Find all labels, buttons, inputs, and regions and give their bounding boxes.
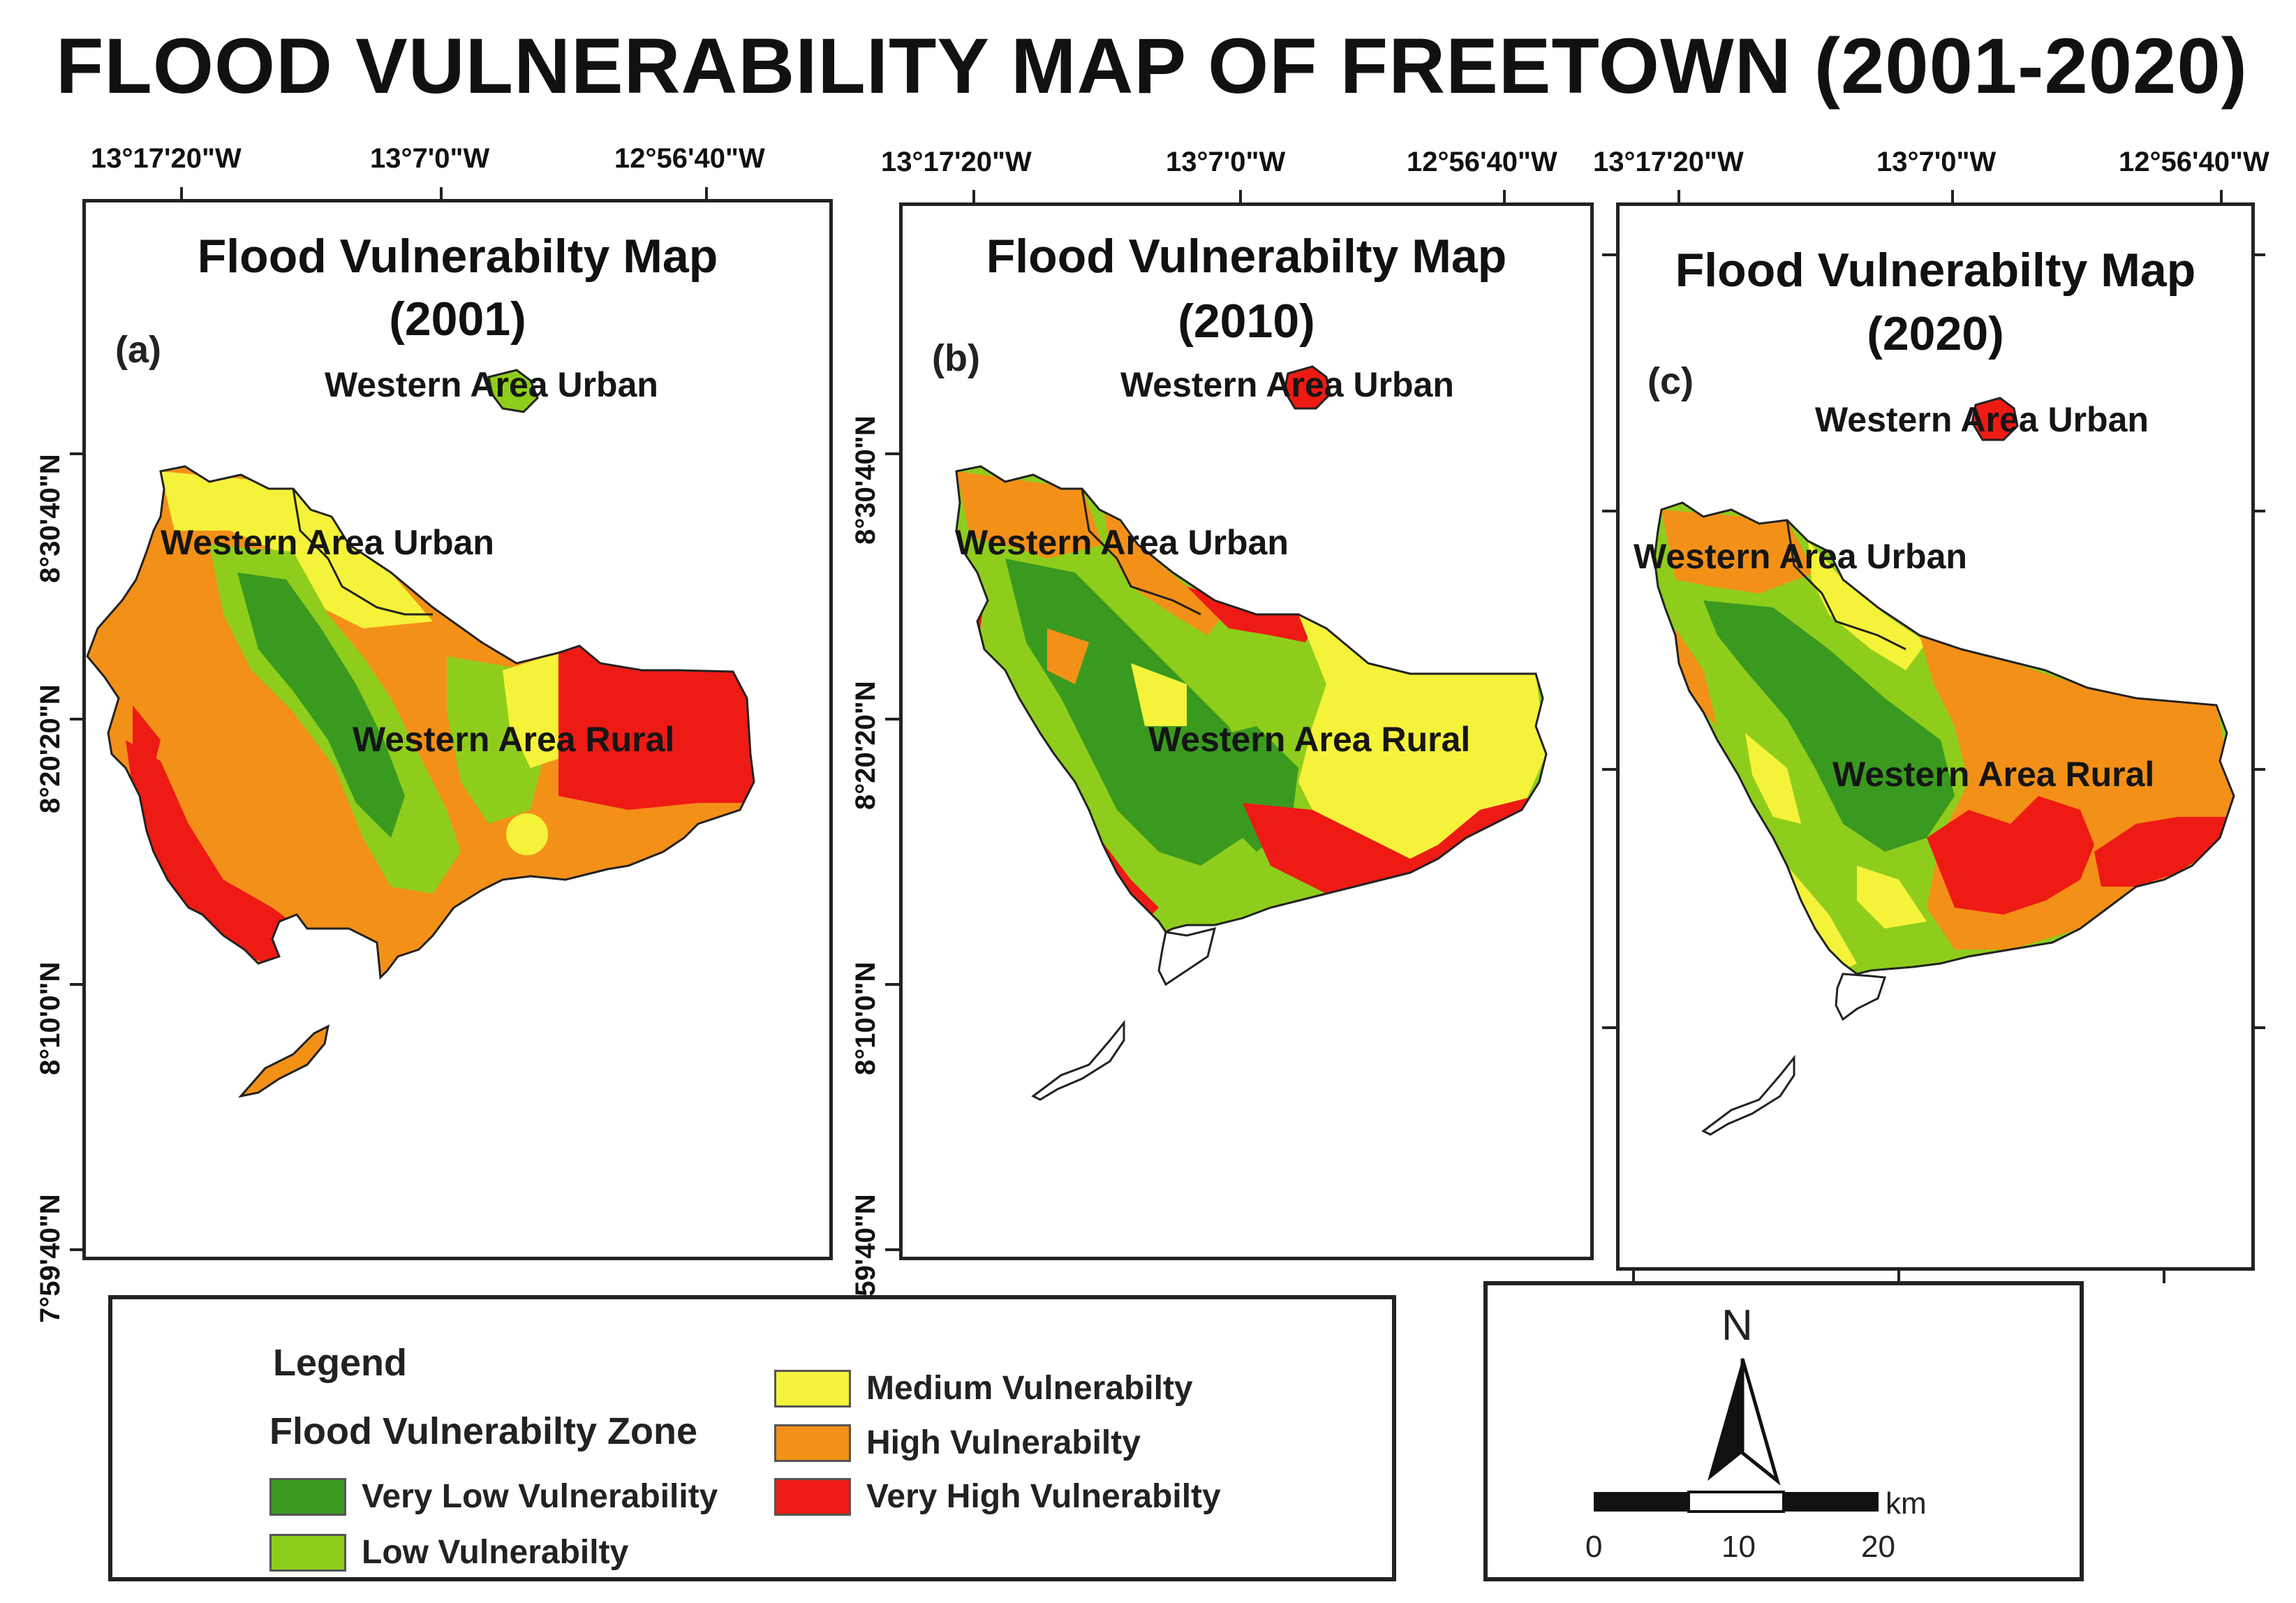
region-label-urban-top: Western Area Urban	[1120, 365, 1454, 404]
lat-tick	[2251, 1026, 2265, 1029]
legend-item-label: Medium Vulnerabilty	[866, 1370, 1193, 1407]
lat-tick	[1602, 253, 1616, 256]
lat-tick	[885, 452, 899, 455]
lon-label-center: 13°7'0"W	[1166, 147, 1286, 177]
legend-swatch	[774, 1369, 851, 1408]
lon-label-east: 12°56'40"W	[1407, 147, 1557, 177]
lat-tick	[885, 1248, 899, 1251]
lat-tick	[885, 983, 899, 986]
lon-label-west: 13°17'20"W	[1593, 147, 1744, 177]
lat-tick	[70, 718, 85, 721]
legend-item-label: Low Vulnerabilty	[362, 1534, 629, 1571]
lon-tick	[1677, 190, 1680, 204]
legend-item-label: Very High Vulnerabilty	[866, 1478, 1221, 1515]
lon-label-west: 13°17'20"W	[91, 143, 242, 174]
page-title: FLOOD VULNERABILITY MAP OF FREETOWN (200…	[56, 22, 2248, 110]
lon-tick	[1951, 190, 1954, 204]
legend-item-label: Very Low Vulnerability	[362, 1478, 718, 1515]
map-panel-2001: 13°17'20"W 13°7'0"W 12°56'40"W 8°30'40"N…	[0, 0, 852, 1323]
scale-tick-10: 10	[1721, 1530, 1756, 1564]
legend-swatch	[269, 1533, 346, 1572]
lon-tick	[2220, 190, 2223, 204]
panel-title-line2: (2001)	[389, 293, 526, 346]
lon-label-center: 13°7'0"W	[370, 143, 490, 174]
scale-unit: km	[1886, 1486, 1927, 1521]
lon-tick	[1239, 190, 1242, 204]
region-label-rural: Western Area Rural	[353, 720, 675, 759]
lon-label-east: 12°56'40"W	[614, 143, 765, 174]
legend-swatch	[774, 1424, 851, 1462]
lon-tick	[1632, 1269, 1635, 1283]
legend-subheading: Flood Vulnerabilty Zone	[269, 1410, 698, 1452]
lat-tick	[70, 1248, 85, 1251]
scale-bar	[1594, 1491, 1879, 1513]
region-label-urban: Western Area Urban	[955, 523, 1289, 562]
lat-tick	[2251, 510, 2265, 512]
lat-tick	[885, 718, 899, 721]
vulnerability-map-2020	[1653, 397, 2235, 1136]
lon-tick	[705, 187, 708, 202]
panel-label: (c)	[1647, 360, 1694, 402]
region-label-rural: Western Area Rural	[1832, 755, 2155, 794]
legend-item-very-high: Very High Vulnerabilty	[774, 1477, 1221, 1516]
lon-label-east: 12°56'40"W	[2119, 147, 2269, 177]
legend-swatch	[269, 1477, 346, 1516]
north-arrow-icon	[1708, 1358, 1781, 1486]
map-panel-2020: 13°17'20"W 13°7'0"W 12°56'40"W	[1593, 147, 2269, 1283]
vulnerability-map-2001	[86, 369, 755, 1098]
panel-title-line1: Flood Vulnerabilty Map	[986, 230, 1507, 283]
lat-tick	[1602, 768, 1616, 771]
region-label-rural: Western Area Rural	[1148, 720, 1471, 759]
panel-label: (b)	[932, 337, 980, 379]
legend-swatch	[774, 1477, 851, 1516]
map-panel-2010: 13°17'20"W 13°7'0"W 12°56'40"W 8°30'40"N…	[850, 147, 1594, 1323]
scale-tick-0: 0	[1585, 1530, 1603, 1564]
region-label-urban-top: Western Area Urban	[325, 365, 658, 404]
lat-tick	[1602, 1026, 1616, 1029]
scale-tick-20: 20	[1861, 1530, 1895, 1564]
lon-tick	[180, 187, 183, 202]
panel-title-line2: (2010)	[1178, 295, 1315, 348]
lon-label-west: 13°17'20"W	[881, 147, 1032, 177]
lon-tick	[2163, 1269, 2165, 1283]
lat-tick	[2251, 768, 2265, 771]
lon-label-center: 13°7'0"W	[1876, 147, 1997, 177]
panel-title-line1: Flood Vulnerabilty Map	[1675, 244, 2196, 297]
lat-tick	[70, 983, 85, 986]
lon-tick	[972, 190, 975, 204]
region-label-urban: Western Area Urban	[161, 523, 494, 562]
panel-label: (a)	[115, 329, 161, 371]
legend-heading: Legend	[273, 1342, 408, 1384]
lon-tick	[1897, 1269, 1900, 1283]
legend-item-medium: Medium Vulnerabilty	[774, 1369, 1193, 1408]
legend-item-high: High Vulnerabilty	[774, 1424, 1141, 1462]
legend-item-very-low: Very Low Vulnerability	[269, 1477, 718, 1516]
panel-title-line2: (2020)	[1867, 307, 2004, 360]
panel-title-line1: Flood Vulnerabilty Map	[197, 230, 718, 283]
lat-tick	[2251, 253, 2265, 256]
lat-tick	[70, 452, 85, 455]
north-arrow-scale-box: N km 0 10 20	[1483, 1281, 2084, 1581]
region-label-urban: Western Area Urban	[1634, 537, 1967, 576]
legend-item-label: High Vulnerabilty	[866, 1424, 1141, 1461]
lon-tick	[440, 187, 443, 202]
lon-tick	[1503, 190, 1506, 204]
region-label-urban-top: Western Area Urban	[1815, 400, 2149, 439]
north-label: N	[1721, 1301, 1753, 1350]
legend-box: Legend Flood Vulnerabilty Zone Very Low …	[108, 1295, 1396, 1581]
lat-tick	[1602, 510, 1616, 512]
legend-item-low: Low Vulnerabilty	[269, 1533, 628, 1572]
vulnerability-map-2010	[955, 365, 1548, 1101]
